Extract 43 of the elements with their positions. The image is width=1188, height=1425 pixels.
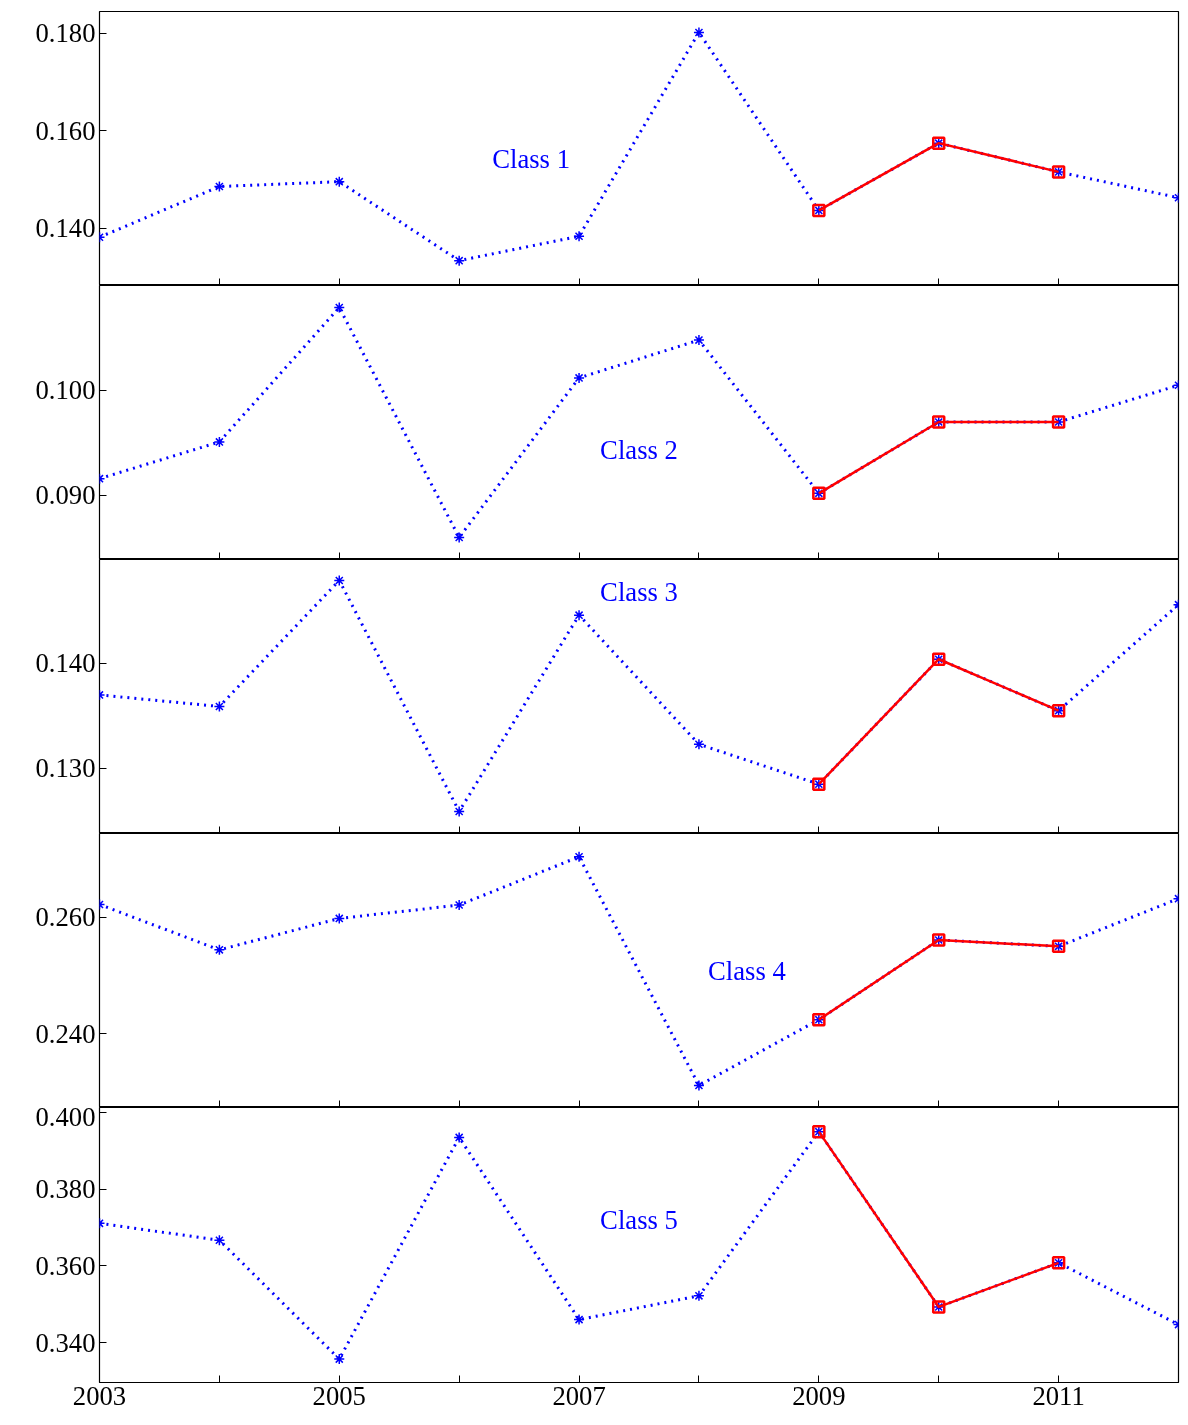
y-tick-label: 0.340 — [35, 1327, 96, 1358]
point — [573, 372, 585, 384]
point — [453, 899, 465, 911]
point — [333, 175, 346, 188]
point — [213, 700, 226, 713]
point — [213, 436, 226, 448]
point — [573, 609, 585, 621]
y-tick-label: 0.260 — [35, 902, 96, 933]
x-tick-label: 2003 — [72, 1380, 127, 1411]
x-tick-label: 2005 — [312, 1380, 366, 1411]
point — [693, 334, 705, 346]
point — [453, 531, 465, 544]
point — [333, 574, 346, 587]
y-tick-label: 0.400 — [35, 1101, 96, 1132]
x-tick-label: 2009 — [792, 1380, 846, 1411]
x-tick-label: 2011 — [1032, 1380, 1085, 1411]
annotation: Class 3 — [600, 577, 678, 608]
point — [693, 1079, 705, 1092]
point — [333, 301, 346, 314]
annotation: Class 5 — [600, 1205, 678, 1236]
y-tick-label: 0.130 — [35, 753, 96, 784]
y-tick-label: 0.240 — [35, 1018, 96, 1049]
point — [213, 944, 226, 956]
point — [693, 738, 705, 751]
point — [573, 851, 585, 863]
point — [453, 254, 465, 267]
point — [573, 230, 585, 243]
y-tick-label: 0.360 — [35, 1250, 96, 1281]
x-tick-label: 2007 — [552, 1380, 606, 1411]
annotation: Class 4 — [708, 955, 786, 986]
y-tick-label: 0.160 — [35, 115, 96, 146]
annotation: Class 2 — [600, 434, 678, 465]
y-tick-label: 0.380 — [35, 1174, 96, 1205]
y-tick-label: 0.100 — [35, 375, 96, 406]
annotation: Class 1 — [492, 144, 570, 175]
y-tick-label: 0.140 — [35, 648, 96, 679]
y-tick-label: 0.180 — [35, 18, 96, 49]
y-tick-label: 0.090 — [35, 480, 96, 511]
point — [213, 180, 226, 193]
point — [453, 805, 465, 818]
point — [333, 912, 346, 925]
y-tick-label: 0.140 — [35, 213, 96, 244]
point — [693, 26, 705, 39]
